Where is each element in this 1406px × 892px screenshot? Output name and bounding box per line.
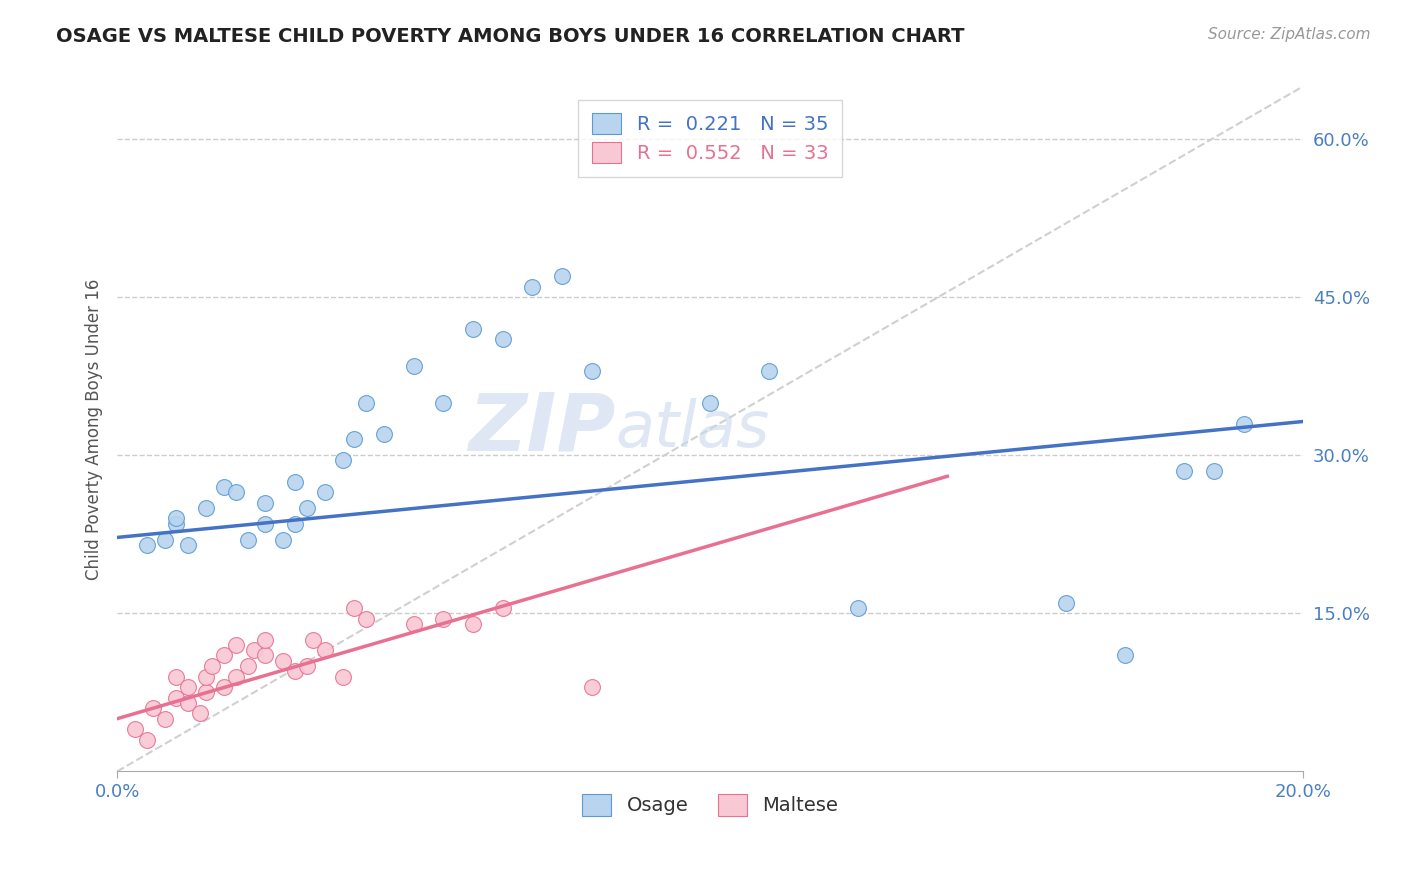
Point bbox=[225, 638, 247, 652]
Point bbox=[212, 480, 235, 494]
Legend: Osage, Maltese: Osage, Maltese bbox=[574, 787, 846, 823]
Point bbox=[461, 616, 484, 631]
Point bbox=[295, 659, 318, 673]
Point bbox=[271, 654, 294, 668]
Point bbox=[177, 696, 200, 710]
Point bbox=[284, 475, 307, 489]
Point bbox=[284, 516, 307, 531]
Point bbox=[153, 712, 176, 726]
Point bbox=[551, 268, 574, 283]
Point bbox=[373, 427, 395, 442]
Point bbox=[135, 538, 157, 552]
Point bbox=[177, 538, 200, 552]
Point bbox=[195, 500, 218, 515]
Point bbox=[284, 665, 307, 679]
Point bbox=[201, 659, 224, 673]
Text: atlas: atlas bbox=[616, 398, 769, 460]
Point bbox=[581, 680, 603, 694]
Point bbox=[166, 690, 188, 705]
Point bbox=[166, 511, 188, 525]
Point bbox=[212, 680, 235, 694]
Point bbox=[124, 723, 146, 737]
Point bbox=[354, 395, 377, 409]
Point bbox=[295, 500, 318, 515]
Point bbox=[225, 669, 247, 683]
Point bbox=[402, 616, 425, 631]
Text: OSAGE VS MALTESE CHILD POVERTY AMONG BOYS UNDER 16 CORRELATION CHART: OSAGE VS MALTESE CHILD POVERTY AMONG BOY… bbox=[56, 27, 965, 45]
Point bbox=[271, 533, 294, 547]
Point bbox=[166, 669, 188, 683]
Point bbox=[1204, 464, 1226, 478]
Point bbox=[332, 669, 354, 683]
Point bbox=[254, 632, 277, 647]
Point bbox=[195, 669, 218, 683]
Point bbox=[491, 332, 513, 346]
Point bbox=[254, 648, 277, 663]
Point bbox=[402, 359, 425, 373]
Point bbox=[846, 601, 869, 615]
Point bbox=[1114, 648, 1136, 663]
Point bbox=[581, 364, 603, 378]
Point bbox=[195, 685, 218, 699]
Point bbox=[432, 611, 454, 625]
Point bbox=[1233, 417, 1256, 431]
Point bbox=[142, 701, 165, 715]
Point bbox=[225, 485, 247, 500]
Point bbox=[522, 279, 544, 293]
Point bbox=[314, 643, 336, 657]
Point bbox=[432, 395, 454, 409]
Point bbox=[354, 611, 377, 625]
Point bbox=[135, 732, 157, 747]
Text: Source: ZipAtlas.com: Source: ZipAtlas.com bbox=[1208, 27, 1371, 42]
Point bbox=[461, 322, 484, 336]
Point bbox=[758, 364, 780, 378]
Point bbox=[153, 533, 176, 547]
Point bbox=[236, 659, 259, 673]
Point bbox=[343, 433, 366, 447]
Point bbox=[491, 601, 513, 615]
Point bbox=[242, 643, 264, 657]
Point bbox=[254, 516, 277, 531]
Point bbox=[188, 706, 211, 721]
Point bbox=[343, 601, 366, 615]
Point bbox=[1173, 464, 1195, 478]
Point bbox=[254, 496, 277, 510]
Text: ZIP: ZIP bbox=[468, 390, 616, 468]
Point bbox=[699, 395, 721, 409]
Y-axis label: Child Poverty Among Boys Under 16: Child Poverty Among Boys Under 16 bbox=[86, 278, 103, 580]
Point bbox=[166, 516, 188, 531]
Point bbox=[332, 453, 354, 467]
Point bbox=[212, 648, 235, 663]
Point bbox=[302, 632, 325, 647]
Point bbox=[177, 680, 200, 694]
Point bbox=[1054, 596, 1077, 610]
Point bbox=[314, 485, 336, 500]
Point bbox=[236, 533, 259, 547]
